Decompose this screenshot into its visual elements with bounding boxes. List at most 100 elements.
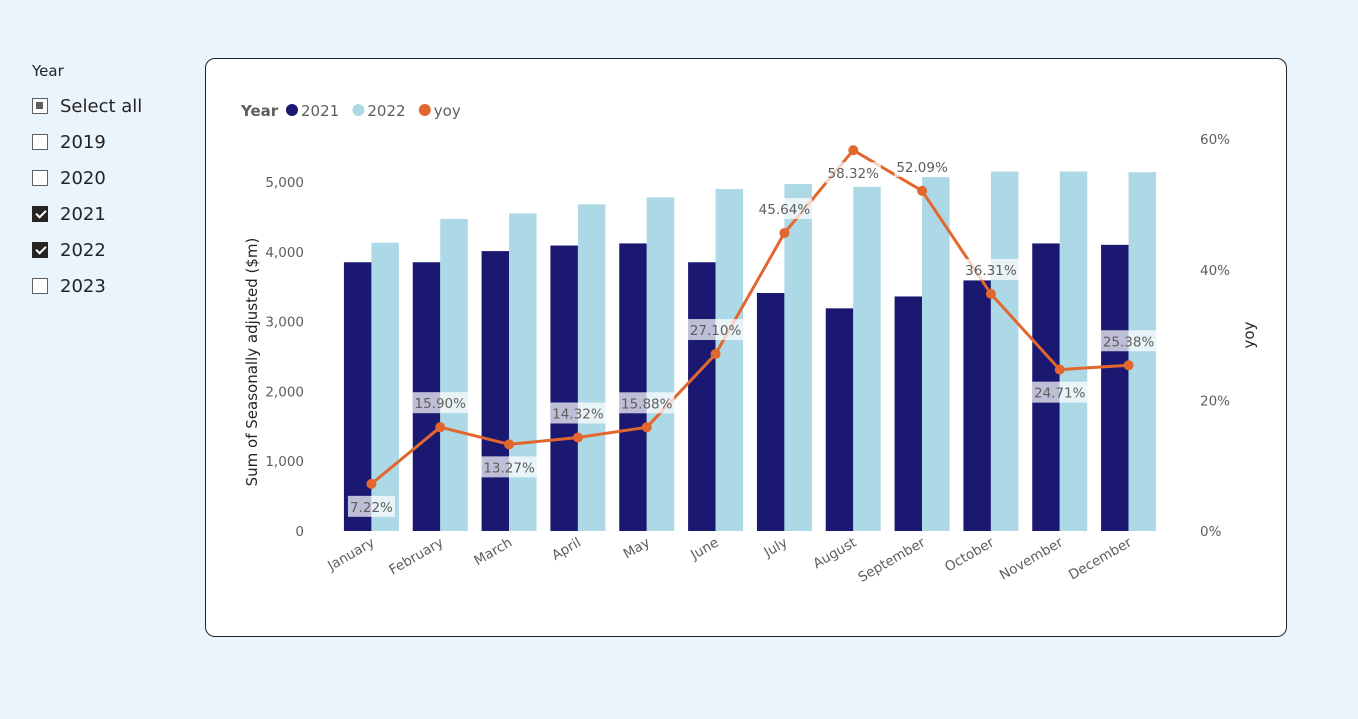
bar-2021-march: [481, 251, 510, 532]
y-right-tick: 40%: [1200, 263, 1230, 279]
data-label-yoy: 52.09%: [896, 160, 948, 176]
data-label-bg: [1032, 381, 1088, 403]
y-left-tick: 4,000: [265, 245, 304, 261]
legend-marker-2021: [286, 104, 298, 116]
data-label-bg: [894, 155, 950, 177]
bar-2022-december: [1128, 172, 1157, 531]
bar-2022-july: [784, 184, 812, 531]
bar-2021-june: [688, 262, 716, 531]
bar-2021-october: [963, 280, 991, 531]
checkbox-icon[interactable]: [32, 170, 48, 186]
bar-2021-july: [756, 292, 785, 531]
bar-2022-march: [509, 213, 537, 531]
data-label-yoy: 14.32%: [552, 406, 604, 422]
bar-2021-january: [343, 262, 372, 531]
data-label-bg: [412, 392, 468, 414]
bar-2022-may: [646, 197, 675, 531]
legend-title: Year: [240, 102, 279, 120]
slicer-item-label: Select all: [60, 95, 143, 117]
legend-marker-2022: [352, 104, 365, 116]
yoy-point-may: [641, 422, 652, 433]
slicer-item-2021[interactable]: 2021: [32, 196, 192, 232]
y-left-axis-label: Sum of Seasonally adjusted ($m): [243, 238, 261, 487]
slicer-title: Year: [32, 62, 64, 80]
data-label-bg: [347, 495, 395, 517]
checkbox-icon[interactable]: [32, 98, 48, 114]
y-left-tick: 3,000: [265, 315, 304, 331]
y-left-tick: 1,000: [265, 454, 304, 470]
x-tick-label: October: [942, 534, 997, 575]
yoy-point-july: [779, 227, 790, 238]
x-tick-label: November: [997, 534, 1066, 583]
slicer-item-2023[interactable]: 2023: [32, 268, 192, 304]
slicer-items: Select all 2019 2020 2021 2022 2023: [32, 88, 192, 304]
data-label-yoy: 15.88%: [621, 396, 673, 412]
checkbox-icon[interactable]: [32, 134, 48, 150]
checkbox-icon[interactable]: [32, 242, 48, 258]
data-label-bg: [619, 392, 675, 414]
x-tick-label: February: [386, 535, 446, 579]
yoy-point-november: [1054, 364, 1065, 375]
bar-2021-april: [550, 245, 578, 531]
bar-2021-may: [619, 243, 647, 531]
bar-2022-november: [1059, 171, 1088, 531]
bar-2022-september: [922, 177, 950, 531]
y-left-tick: 0: [295, 524, 304, 540]
data-label-yoy: 45.64%: [759, 202, 811, 218]
x-tick-label: August: [810, 535, 859, 572]
bar-2021-august: [825, 308, 854, 531]
slicer-item-select-all[interactable]: Select all: [32, 88, 192, 124]
bar-2022-april: [577, 204, 606, 531]
legend-label-2022: 2022: [367, 102, 405, 120]
yoy-point-february: [435, 422, 446, 433]
slicer-item-label: 2021: [60, 203, 106, 225]
slicer-item-2020[interactable]: 2020: [32, 160, 192, 196]
chart-card: Year 2021 2022 yoy 0 1,000 2,000 3,000 4,000 5,00…: [205, 58, 1287, 637]
y-right-tick: 0%: [1200, 524, 1222, 540]
bar-2021-december: [1101, 244, 1129, 531]
yoy-point-december: [1123, 360, 1134, 371]
data-label-bg: [756, 197, 813, 219]
y-left-tick: 5,000: [265, 175, 304, 191]
yoy-point-august: [848, 145, 859, 156]
data-label-yoy: 58.32%: [828, 166, 880, 182]
slicer-item-label: 2023: [60, 275, 106, 297]
x-tick-label: May: [621, 535, 653, 563]
data-label-bg: [1100, 330, 1157, 352]
checkbox-icon[interactable]: [32, 278, 48, 294]
yoy-point-march: [504, 439, 515, 450]
y-right-tick: 60%: [1200, 132, 1230, 148]
legend-marker-yoy: [418, 104, 431, 116]
yoy-point-october: [985, 288, 996, 299]
data-label-yoy: 25.38%: [1103, 334, 1155, 350]
bar-2022-august: [853, 186, 881, 532]
data-label-yoy: 15.90%: [415, 396, 467, 412]
yoy-point-january: [366, 478, 377, 489]
data-label-bg: [687, 319, 744, 341]
data-label-bg: [550, 402, 606, 424]
slicer-item-label: 2020: [60, 167, 106, 189]
bar-2022-october: [990, 171, 1019, 531]
bar-2022-january: [371, 242, 399, 531]
data-label-yoy: 7.22%: [350, 500, 393, 516]
yoy-point-june: [710, 349, 721, 360]
x-tick-label: March: [471, 535, 515, 569]
data-label-yoy: 13.27%: [483, 460, 535, 476]
slicer-item-label: 2019: [60, 131, 106, 153]
yoy-line: [370, 148, 1129, 486]
legend-label-2021: 2021: [301, 102, 339, 120]
data-label-bg: [825, 162, 881, 184]
checkbox-icon[interactable]: [32, 206, 48, 222]
slicer-item-label: 2022: [60, 239, 106, 261]
year-slicer: Year Select all 2019 2020 2021 2022 2023: [32, 62, 192, 304]
slicer-item-2022[interactable]: 2022: [32, 232, 192, 268]
bar-2022-june: [715, 188, 744, 532]
y-right-tick: 20%: [1200, 393, 1230, 409]
data-label-bg: [481, 456, 537, 478]
combo-chart: Year 2021 2022 yoy 0 1,000 2,000 3,000 4,000 5,00…: [240, 102, 1258, 586]
bar-2022-february: [440, 218, 468, 531]
legend-label-yoy: yoy: [434, 102, 461, 120]
slicer-item-2019[interactable]: 2019: [32, 124, 192, 160]
x-tick-label: September: [855, 534, 928, 585]
data-label-yoy: 36.31%: [965, 263, 1017, 279]
